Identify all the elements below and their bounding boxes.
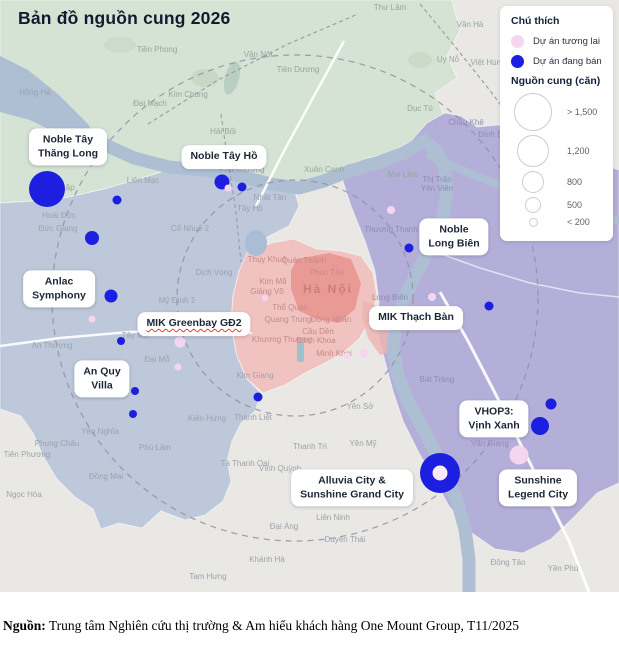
small-lake — [297, 342, 304, 362]
green-forest-patch — [191, 69, 219, 87]
project-dot-future[interactable] — [174, 363, 182, 371]
legend-size-label: 500 — [567, 200, 583, 210]
legend-size-row: 1,200 — [511, 135, 607, 167]
project-label-line: Noble Tây Hồ — [190, 150, 258, 163]
project-label[interactable]: Noble Long Biên — [419, 218, 489, 256]
project-dot-selling[interactable] — [117, 337, 125, 345]
project-label-line: Anlac — [44, 275, 74, 288]
project-dot-selling[interactable] — [484, 301, 494, 311]
legend-size-label: > 1,500 — [567, 107, 598, 117]
project-label[interactable]: Noble Tây Thăng Long — [28, 128, 108, 166]
legend-size-circle-box — [511, 171, 555, 193]
legend-panel: Chú thích Dự án tương lai Dự án đang bán … — [500, 6, 613, 241]
project-dot-future[interactable] — [224, 184, 232, 192]
project-dot-selling[interactable] — [112, 195, 122, 205]
project-label-line: Sunshine Grand City — [300, 488, 404, 500]
source-note: Nguồn: Trung tâm Nghiên cứu thị trường &… — [3, 618, 619, 634]
project-dot-future[interactable] — [428, 293, 436, 301]
project-label[interactable]: Noble Tây Hồ — [181, 145, 267, 169]
legend-item: Dự án đang bán — [511, 55, 607, 68]
project-dot-future[interactable] — [359, 348, 369, 358]
project-label[interactable]: Alluvia City & Sunshine Grand City — [291, 469, 413, 507]
legend-items: Dự án tương lai Dự án đang bán — [511, 35, 607, 68]
project-label[interactable]: MIK Greenbay GĐ2 — [137, 312, 251, 336]
project-dot-selling[interactable] — [104, 289, 118, 303]
legend-size-scale: > 1,500 1,200 800 500 < 200 — [511, 93, 607, 227]
legend-size-row: > 1,500 — [511, 93, 607, 131]
project-label[interactable]: VHOP3: Vịnh Xanh — [459, 400, 529, 438]
legend-size-circle — [517, 135, 549, 167]
project-dot-selling[interactable] — [29, 171, 65, 207]
project-label-line: Noble — [439, 223, 469, 236]
project-label[interactable]: MIK Thạch Bàn — [369, 306, 463, 330]
project-label-line: Thăng Long — [37, 147, 99, 159]
project-label[interactable]: An Quy Villa — [74, 360, 130, 398]
project-label-line: Long Biên — [428, 237, 480, 249]
legend-item: Dự án tương lai — [511, 35, 607, 48]
red-river — [0, 90, 476, 592]
region-center-red-core — [291, 253, 361, 323]
project-label-line: Legend City — [507, 488, 569, 500]
project-label[interactable]: Anlac Symphony — [23, 270, 95, 308]
project-dot-selling[interactable] — [545, 398, 557, 410]
project-label-line: An Quy — [83, 365, 121, 378]
project-label-line: MIK Greenbay GĐ2 — [146, 317, 242, 330]
project-dot-future[interactable] — [343, 352, 351, 360]
legend-dot-future — [511, 35, 524, 48]
legend-size-circle — [528, 217, 538, 227]
project-dot-selling[interactable] — [237, 182, 247, 192]
source-label: Nguồn: — [3, 618, 46, 633]
legend-size-row: < 200 — [511, 217, 607, 227]
project-label-line: Sunshine — [514, 474, 562, 487]
project-dot-center — [432, 465, 448, 481]
project-dot-selling[interactable] — [85, 231, 99, 245]
project-dot-future[interactable] — [88, 315, 96, 323]
project-label-line: Alluvia City & — [318, 474, 386, 487]
legend-size-circle — [522, 171, 544, 193]
legend-item-label: Dự án tương lai — [533, 36, 601, 47]
project-dots-layer — [29, 171, 557, 493]
legend-size-title: Nguồn cung (căn) — [511, 75, 601, 87]
red-river-mouth — [0, 56, 96, 140]
legend-size-circle-box — [511, 93, 555, 131]
project-label[interactable]: Sunshine Legend City — [498, 469, 578, 507]
legend-size-row: 800 — [511, 171, 607, 193]
legend-size-circle-box — [511, 135, 555, 167]
project-dot-selling[interactable] — [129, 410, 137, 418]
legend-size-row: 500 — [511, 197, 607, 213]
project-label-line: MIK Thạch Bàn — [378, 311, 454, 324]
legend-title: Chú thích — [511, 15, 560, 27]
project-dot-selling[interactable] — [253, 392, 263, 402]
lake-van-tri — [223, 61, 241, 95]
project-dot-selling[interactable] — [404, 243, 414, 253]
project-label-line: Symphony — [32, 289, 86, 301]
green-forest-patch — [104, 37, 136, 53]
project-dot-future[interactable] — [509, 445, 529, 465]
project-label-line: Vịnh Xanh — [468, 419, 520, 431]
map-title: Bản đồ nguồn cung 2026 — [18, 8, 231, 28]
legend-size-label: 800 — [567, 177, 583, 187]
west-lake — [245, 230, 267, 256]
legend-size-label: < 200 — [567, 217, 590, 227]
green-forest-patch — [408, 52, 432, 68]
project-label-line: Noble Tây — [42, 133, 94, 146]
project-label-line: Villa — [91, 379, 113, 391]
legend-size-circle-box — [511, 217, 555, 227]
source-text: Trung tâm Nghiên cứu thị trường & Am hiể… — [45, 618, 520, 633]
map-container: Tiền Phong Vân Nội Tiên Dương Thư Lâm Vân Hà… — [0, 0, 619, 592]
roads — [0, 40, 619, 592]
project-dot-future[interactable] — [174, 336, 186, 348]
project-dot-selling[interactable] — [531, 417, 549, 435]
legend-item-label: Dự án đang bán — [533, 56, 602, 67]
legend-size-circle — [514, 93, 552, 131]
legend-size-circle-box — [511, 197, 555, 213]
project-dot-future[interactable] — [262, 295, 268, 301]
legend-size-circle — [525, 197, 541, 213]
project-dot-future[interactable] — [387, 206, 395, 214]
project-label-line: VHOP3: — [474, 405, 514, 418]
project-dot-selling[interactable] — [131, 387, 139, 395]
legend-dot-selling — [511, 55, 524, 68]
legend-size-label: 1,200 — [567, 146, 590, 156]
